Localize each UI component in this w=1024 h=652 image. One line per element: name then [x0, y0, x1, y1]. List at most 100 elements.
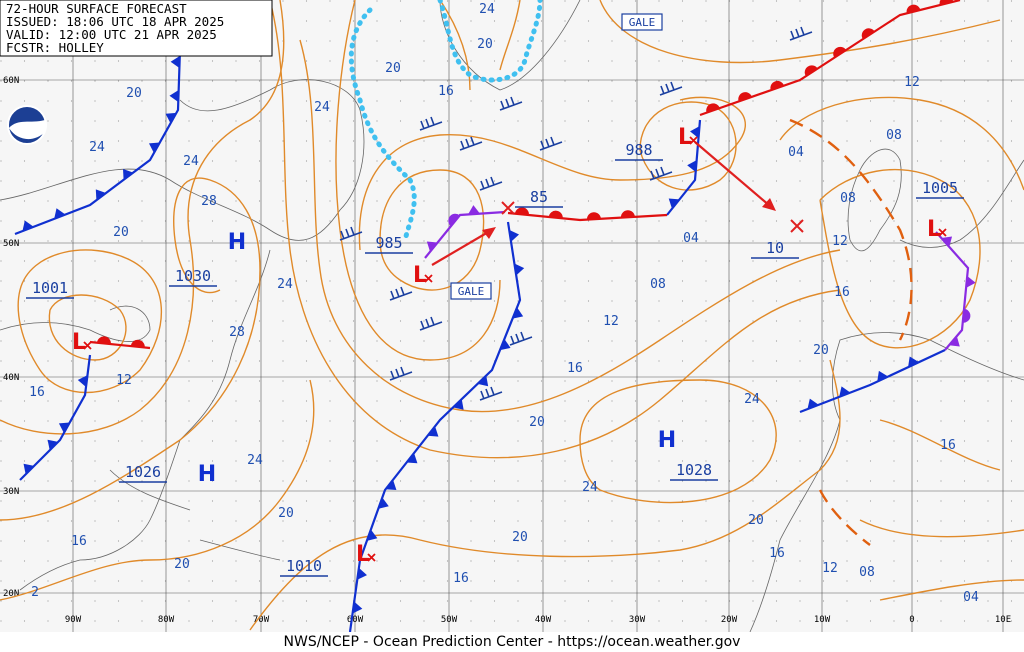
longitude-label: 60W: [347, 615, 364, 625]
pressure-label: 1010: [286, 557, 322, 575]
isobars: [0, 0, 1024, 631]
occluded-front: [935, 231, 970, 351]
front-symbol: [939, 0, 954, 6]
isobar-label: 12: [822, 561, 838, 576]
isobar: [249, 359, 841, 631]
front-symbol: [861, 28, 875, 40]
isobar: [17, 249, 163, 394]
warm-front: [507, 211, 668, 222]
wind-barb: [479, 386, 503, 401]
wind-barb: [789, 26, 813, 41]
isobar-label: 12: [904, 75, 920, 90]
longitude-label: 10E: [995, 615, 1011, 625]
isobar-label: 24: [277, 277, 293, 292]
low-center: L: [356, 542, 370, 567]
isobar: [579, 379, 777, 504]
low-tracks: [431, 141, 804, 266]
isobar-label: 04: [683, 231, 699, 246]
front-symbol: [467, 205, 480, 215]
cold-front: [799, 349, 946, 414]
longitude-label: 50W: [441, 615, 458, 625]
pressure-label: 1028: [676, 461, 712, 479]
isobar-label: 28: [201, 194, 217, 209]
front-symbol: [668, 198, 680, 209]
low-marker: [689, 136, 698, 145]
wind-barb: [479, 176, 503, 191]
trough: [818, 489, 871, 546]
isobar: [48, 294, 127, 361]
latitude-label: 40N: [3, 373, 19, 383]
longitude-label: 40W: [535, 615, 552, 625]
low-marker: [938, 228, 947, 237]
front-symbol: [130, 339, 145, 348]
isobar-label: 28: [229, 325, 245, 340]
front-symbol: [962, 308, 971, 323]
header-title: 72-HOUR SURFACE FORECAST: [6, 1, 187, 16]
isobar-label: 16: [567, 361, 583, 376]
caribbean-islands: [109, 469, 281, 561]
low-marker: [424, 274, 433, 283]
longitude-label: 80W: [158, 615, 175, 625]
gale-box: [621, 13, 663, 31]
trough: [789, 118, 913, 341]
wind-barb: [659, 81, 683, 96]
isobar-label: 20: [126, 86, 142, 101]
front-symbol: [123, 169, 134, 180]
front-symbol: [586, 212, 601, 220]
isobar-label: 24: [744, 392, 760, 407]
cold-front: [19, 354, 92, 481]
wind-barb: [459, 136, 483, 151]
noaa-logo: [7, 105, 47, 145]
front-symbol: [807, 398, 819, 410]
front-symbol: [804, 65, 818, 77]
front-symbol: [366, 529, 378, 541]
track-arrow: [431, 230, 491, 266]
isobar: [358, 96, 746, 251]
isobar-label: 20: [385, 61, 401, 76]
longitude-label: 20W: [721, 615, 738, 625]
isobar-label: 20: [113, 225, 129, 240]
latitude-label: 30N: [3, 487, 19, 497]
north-america-coast: [0, 79, 365, 591]
wind-barb: [419, 116, 443, 131]
isobar-label: 16: [940, 438, 956, 453]
longitude-label: 0: [909, 615, 914, 625]
latitude-label: 50N: [3, 239, 19, 249]
isobar-label: 08: [840, 191, 856, 206]
isobar-label: 08: [886, 128, 902, 143]
arrow-head: [482, 227, 496, 239]
isobar: [439, 0, 521, 91]
front-symbol: [385, 479, 397, 491]
isobar-label: 20: [278, 506, 294, 521]
wind-barbs: [339, 26, 813, 401]
isobar-label: 2: [31, 585, 39, 600]
front-symbol: [352, 601, 363, 614]
isobar-label: 16: [834, 285, 850, 300]
front-symbol: [620, 210, 635, 218]
front-symbol: [165, 112, 177, 124]
gale-label: GALE: [458, 285, 485, 298]
longitude-label: 30W: [629, 615, 646, 625]
front-symbol: [966, 275, 976, 288]
low-center: L: [678, 125, 692, 150]
europe-africa-coast: [749, 148, 1024, 633]
front-symbol: [941, 236, 953, 247]
front-symbol: [95, 189, 106, 201]
isobar-label: 20: [477, 37, 493, 52]
front-symbol: [548, 210, 563, 219]
ice-edge: [348, 0, 543, 243]
front-symbol: [509, 229, 520, 242]
low-center: L: [413, 263, 427, 288]
gale-box: [450, 282, 492, 300]
isobar: [0, 0, 285, 435]
high-center: H: [198, 462, 216, 487]
gale-label: GALE: [629, 16, 656, 29]
isobar-label: 12: [832, 234, 848, 249]
isobar: [819, 168, 981, 349]
pressure-label: 1005: [922, 179, 958, 197]
wind-barb: [389, 286, 413, 301]
isobar: [299, 39, 841, 413]
isobar-label: 24: [183, 154, 199, 169]
isobar: [0, 177, 261, 521]
front-symbol: [23, 463, 35, 475]
